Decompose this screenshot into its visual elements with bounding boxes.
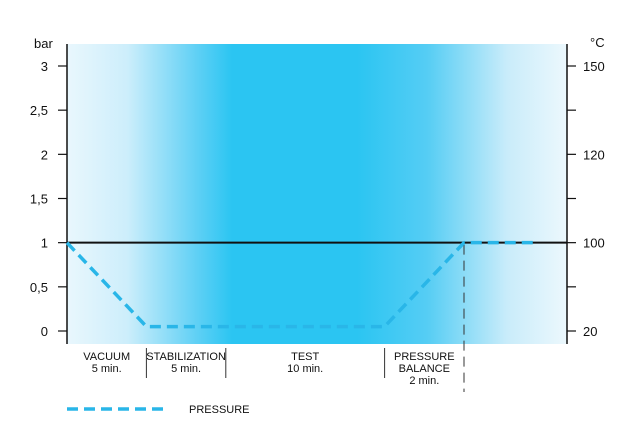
- left-tick-label: 1: [41, 236, 48, 251]
- phase-label: 5 min.: [92, 363, 122, 375]
- right-tick-label: 20: [583, 324, 597, 339]
- left-tick-label: 2,5: [30, 103, 48, 118]
- legend: PRESSURE: [67, 404, 250, 416]
- right-tick-label: 150: [583, 59, 605, 74]
- left-tick-label: 0,5: [30, 280, 48, 295]
- left-tick-label: 3: [41, 59, 48, 74]
- phase-label: BALANCE: [399, 363, 450, 375]
- phase-label: VACUUM: [83, 351, 130, 363]
- left-tick-label: 1,5: [30, 192, 48, 207]
- plot-background: [67, 44, 567, 344]
- phase-label: 10 min.: [287, 363, 323, 375]
- legend-label-pressure: PRESSURE: [189, 404, 250, 416]
- phase-label: TEST: [291, 351, 319, 363]
- left-tick-label: 0: [41, 324, 48, 339]
- right-tick-label: 100: [583, 236, 605, 251]
- phase-label: PRESSURE: [394, 351, 455, 363]
- right-axis-unit: °C: [590, 35, 605, 50]
- phase-label: STABILIZATION: [146, 351, 226, 363]
- left-axis-unit: bar: [34, 36, 53, 51]
- right-tick-label: 120: [583, 147, 605, 162]
- phase-label: 2 min.: [409, 375, 439, 387]
- phase-label: 5 min.: [171, 363, 201, 375]
- left-tick-label: 2: [41, 147, 48, 162]
